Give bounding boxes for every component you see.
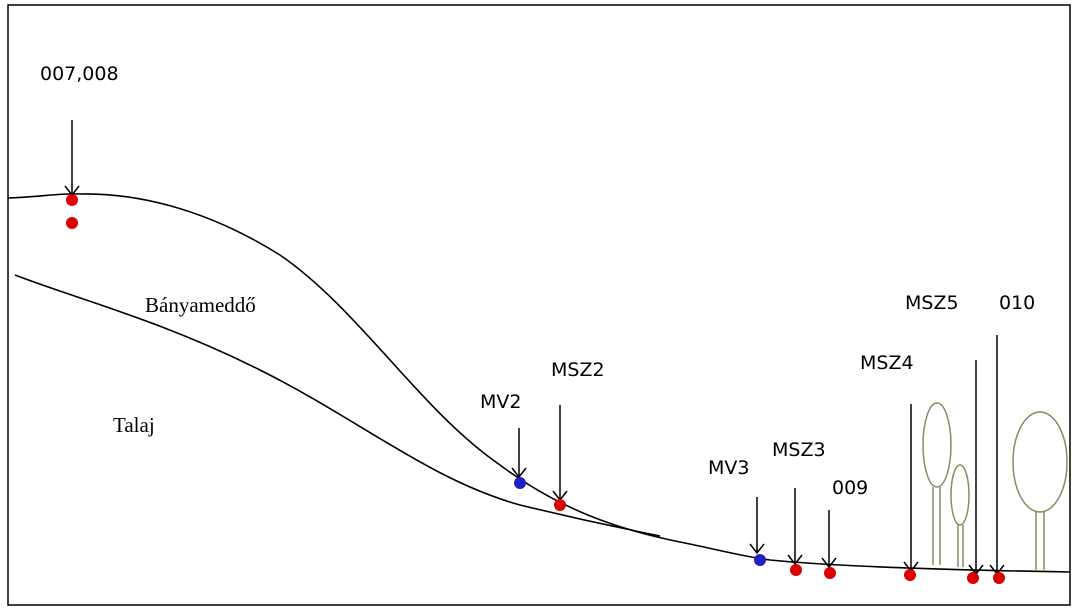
point-label: MV2 <box>480 391 521 413</box>
point-label: MSZ3 <box>772 439 826 461</box>
point-label: 009 <box>832 477 868 499</box>
point-label: 007,008 <box>40 63 119 85</box>
arrow-head <box>787 554 803 566</box>
region-label: Bányameddő <box>145 293 256 317</box>
sample-dot <box>754 554 766 566</box>
sample-dot <box>790 564 802 576</box>
sample-dot <box>967 572 979 584</box>
point-label: MSZ2 <box>551 359 605 381</box>
sample-dot <box>66 217 78 229</box>
arrow-head <box>821 557 837 569</box>
point-label: MV3 <box>708 457 749 479</box>
region-label: Talaj <box>113 413 155 437</box>
lower-surface <box>14 274 661 537</box>
arrow-head <box>749 543 765 555</box>
sample-dot <box>514 477 526 489</box>
frame <box>7 4 1071 606</box>
sample-dot <box>66 194 78 206</box>
upper-surface <box>7 193 1071 573</box>
arrow-head <box>511 467 527 479</box>
trees <box>922 402 1068 570</box>
sample-dot <box>554 499 566 511</box>
sample-dot <box>904 569 916 581</box>
point-label: MSZ4 <box>860 352 914 374</box>
point-label: 010 <box>999 292 1035 314</box>
point-label: MSZ5 <box>905 292 959 314</box>
sample-dot <box>993 572 1005 584</box>
sample-dot <box>824 567 836 579</box>
